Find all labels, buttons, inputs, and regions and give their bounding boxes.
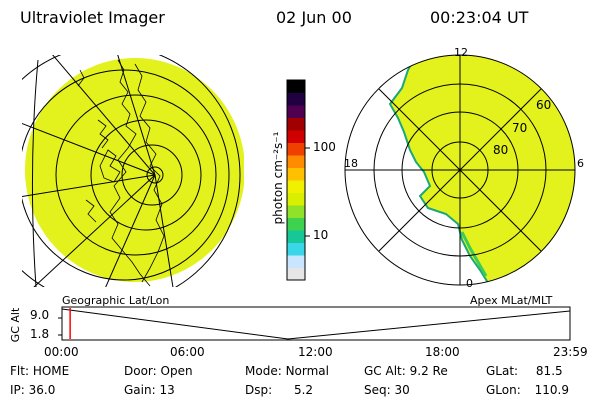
mlat-label-70: 70 bbox=[512, 121, 528, 135]
polar-grid bbox=[344, 54, 576, 286]
instrument-title: Ultraviolet Imager bbox=[20, 8, 165, 27]
colorbar-segment bbox=[287, 105, 305, 118]
status-glon-value: 110.9 bbox=[534, 383, 569, 397]
altitude-timeline bbox=[58, 306, 571, 341]
status-ip: IP: 36.0 bbox=[10, 383, 56, 397]
timeline-frame bbox=[61, 306, 571, 341]
status-seq: Seq: 30 bbox=[364, 383, 410, 397]
status-door-value: Open bbox=[160, 364, 193, 378]
timeline-xtick-0600: 06:00 bbox=[170, 345, 205, 359]
mlt-label-12: 12 bbox=[454, 46, 468, 59]
status-gain: Gain: 13 bbox=[124, 383, 175, 397]
colorbar-segment bbox=[287, 167, 305, 181]
mlat-label-80: 80 bbox=[493, 143, 509, 157]
status-glat-value: 81.5 bbox=[535, 364, 563, 378]
geographic-caption: Geographic Lat/Lon bbox=[62, 294, 170, 307]
colorbar-tick-label-10: 10 bbox=[313, 228, 329, 242]
colorbar-segment bbox=[287, 267, 305, 281]
geographic-image bbox=[22, 55, 244, 287]
status-flt-value: HOME bbox=[32, 364, 70, 378]
status-flt: Flt: HOME bbox=[10, 364, 70, 378]
colorbar bbox=[287, 80, 305, 281]
colorbar-unit-label: photon cm⁻²s⁻¹ bbox=[271, 131, 285, 225]
status-glon: GLon: 110.9 bbox=[486, 383, 569, 397]
colorbar-segment bbox=[287, 255, 305, 268]
status-gain-value: 13 bbox=[159, 383, 175, 397]
timeline-xtick-0000: 00:00 bbox=[44, 345, 79, 359]
colorbar-segment bbox=[287, 80, 305, 93]
colorbar-segment bbox=[287, 180, 305, 193]
status-mode: Mode: Normal bbox=[245, 364, 329, 378]
colorbar-segment bbox=[287, 155, 305, 168]
status-glat: GLat: 81.5 bbox=[486, 364, 563, 378]
timeline-xtick-1200: 12:00 bbox=[298, 345, 333, 359]
mlt-label-18: 18 bbox=[344, 157, 358, 170]
colorbar-segment bbox=[287, 117, 305, 131]
status-dsp: Dsp: 5.2 bbox=[245, 383, 314, 397]
status-gc-alt: GC Alt: 9.2 Re bbox=[364, 364, 448, 378]
mlt-label-6: 6 bbox=[577, 157, 584, 170]
altitude-curve bbox=[61, 308, 571, 340]
colorbar-segment bbox=[287, 92, 305, 106]
date-label: 02 Jun 00 bbox=[276, 8, 352, 27]
status-gc-alt-value: 9.2 Re bbox=[409, 364, 448, 378]
polar-image bbox=[344, 54, 576, 286]
timeline-xtick-2359: 23:59 bbox=[553, 345, 588, 359]
timeline-xtick-1800: 18:00 bbox=[425, 345, 460, 359]
timeline-ytick-1-8: 1.8 bbox=[30, 327, 50, 341]
apex-caption: Apex MLat/MLT bbox=[470, 294, 553, 307]
time-label: 00:23:04 UT bbox=[430, 8, 529, 27]
colorbar-segment bbox=[287, 230, 305, 243]
auroral-oval bbox=[388, 55, 575, 285]
emission-disk bbox=[25, 58, 244, 282]
earth-limb bbox=[31, 59, 39, 288]
colorbar-frame bbox=[286, 79, 306, 281]
mlat-label-60: 60 bbox=[536, 98, 552, 112]
colorbar-tick-label-100: 100 bbox=[313, 140, 336, 154]
coastlines bbox=[77, 59, 165, 287]
colorbar-segment bbox=[287, 217, 305, 231]
colorbar-segment bbox=[287, 130, 305, 143]
status-door: Door: Open bbox=[124, 364, 193, 378]
status-ip-value: 36.0 bbox=[28, 383, 56, 397]
colorbar-segment bbox=[287, 242, 305, 256]
colorbar-segment bbox=[287, 142, 305, 156]
colorbar-segment bbox=[287, 192, 305, 206]
status-mode-value: Normal bbox=[285, 364, 329, 378]
timeline-ytick-9: 9.0 bbox=[30, 308, 50, 322]
mlt-label-0: 0 bbox=[466, 277, 473, 290]
status-seq-value: 30 bbox=[394, 383, 410, 397]
colorbar-segment bbox=[287, 205, 305, 218]
timeline-ylabel: GC Alt bbox=[9, 307, 22, 343]
status-dsp-value: 5.2 bbox=[293, 383, 314, 397]
